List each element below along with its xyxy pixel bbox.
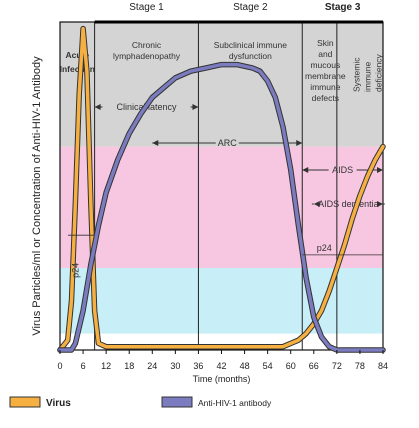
x-axis: 0 6 12 18 24 30 36 42 48 54 60 66 72 78 84	[57, 350, 388, 371]
x-tick-label-42: 42	[216, 361, 226, 371]
phase-label-acute: Acute Infection	[60, 50, 95, 74]
annotation-arrow-left-2	[302, 167, 309, 173]
annotation-arrow-right-0	[192, 104, 199, 110]
x-tick-label-72: 72	[332, 361, 342, 371]
annotation-arrow-left-0	[94, 104, 101, 110]
svg-text:Systemicimmunedeficiency: Systemicimmunedeficiency	[352, 53, 384, 92]
band-0	[60, 22, 383, 147]
legend-swatch-0	[9, 396, 41, 408]
annotation-arrow-right-2	[377, 167, 383, 173]
annotation-arrow-left-3	[313, 201, 320, 207]
svg-text:p24: p24	[70, 263, 80, 278]
y-axis-label: Virus Particles/ml or Concentration of A…	[31, 56, 43, 336]
p24-annotations: p24 p24	[68, 234, 383, 278]
x-tick-label-36: 36	[193, 361, 203, 371]
phase-label-subclinical: Subclinical immune dysfunction	[214, 40, 287, 61]
annotation-label-1: ARC	[218, 138, 238, 148]
legend: Virus Anti-HIV-1 antibody	[9, 396, 272, 409]
x-tick-label-12: 12	[101, 361, 111, 371]
x-tick-label-30: 30	[170, 361, 180, 371]
phase-label-skin: Skin and mucous membrane immune defects	[305, 38, 346, 103]
x-tick-label-54: 54	[263, 361, 273, 371]
legend-label-1: Anti-HIV-1 antibody	[198, 398, 272, 408]
x-tick-label-66: 66	[309, 361, 319, 371]
x-tick-label-24: 24	[147, 361, 157, 371]
legend-swatch-1	[161, 396, 193, 408]
legend-label-0: Virus	[46, 398, 71, 409]
stage-label-2: Stage 2	[233, 2, 268, 13]
x-tick-label-18: 18	[124, 361, 134, 371]
p24-label-late: p24	[317, 243, 332, 253]
annotation-arrow-left-1	[152, 140, 159, 146]
annotation-arrow-right-3	[377, 201, 383, 207]
x-axis-label: Time (months)	[193, 374, 251, 384]
series-line-1	[58, 62, 385, 352]
x-tick-label-60: 60	[286, 361, 296, 371]
band-2	[60, 268, 383, 334]
x-tick-label-0: 0	[57, 361, 62, 371]
stage-labels: Stage 1 Stage 2 Stage 3	[129, 2, 361, 13]
annotation-label-2: AIDS	[332, 165, 353, 175]
phase-label-chronic: Chronic lymphadenopathy	[113, 40, 181, 61]
series-lines	[57, 25, 386, 353]
annotation-label-3: AIDS dementia	[318, 199, 379, 209]
stage-label-3: Stage 3	[325, 2, 361, 13]
p24-label-acute: p24	[70, 263, 80, 278]
series-line-0	[58, 26, 385, 352]
phase-labels: Acute Infection Chronic lymphadenopathy Subc…	[60, 38, 384, 103]
x-tick-label-48: 48	[240, 361, 250, 371]
phase-label-systemic: Systemicimmunedeficiency	[352, 53, 384, 92]
x-tick-label-6: 6	[81, 361, 86, 371]
x-tick-label-84: 84	[378, 361, 388, 371]
stage-label-1: Stage 1	[129, 2, 164, 13]
x-tick-label-78: 78	[355, 361, 365, 371]
annotation-arrow-right-1	[296, 140, 303, 146]
